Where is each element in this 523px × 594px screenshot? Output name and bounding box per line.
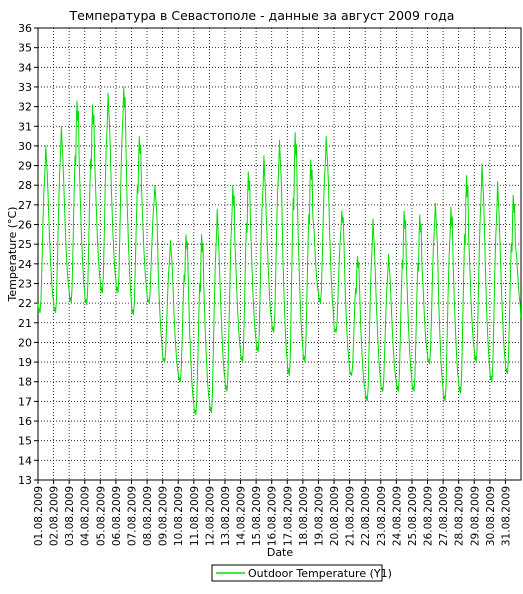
y-tick-label: 34 bbox=[18, 61, 32, 74]
y-tick-label: 24 bbox=[18, 258, 32, 271]
x-tick-label: 27.08.2009 bbox=[438, 486, 450, 546]
y-tick-label: 23 bbox=[18, 277, 32, 290]
x-tick-label: 17.08.2009 bbox=[282, 486, 294, 546]
y-tick-label: 26 bbox=[18, 219, 32, 232]
x-tick-label: 18.08.2009 bbox=[298, 486, 310, 546]
x-tick-label: 09.08.2009 bbox=[158, 486, 170, 546]
y-tick-label: 33 bbox=[18, 81, 32, 94]
x-tick-label: 04.08.2009 bbox=[80, 486, 92, 546]
x-tick-label: 29.08.2009 bbox=[469, 486, 481, 546]
x-tick-label: 13.08.2009 bbox=[220, 486, 232, 546]
x-tick-label: 01.08.2009 bbox=[33, 486, 45, 546]
y-tick-label: 20 bbox=[18, 336, 32, 349]
plot-area bbox=[37, 27, 522, 481]
x-tick-label: 26.08.2009 bbox=[423, 486, 435, 546]
x-tick-label: 28.08.2009 bbox=[454, 486, 466, 546]
x-tick-label: 22.08.2009 bbox=[360, 486, 372, 546]
x-tick-label: 30.08.2009 bbox=[485, 486, 497, 546]
x-tick-label: 06.08.2009 bbox=[111, 486, 123, 546]
y-tick-label: 16 bbox=[18, 415, 32, 428]
y-tick-label: 27 bbox=[18, 199, 32, 212]
y-tick-label: 14 bbox=[18, 454, 32, 467]
x-tick-label: 19.08.2009 bbox=[313, 486, 325, 546]
x-tick-label: 20.08.2009 bbox=[329, 486, 341, 546]
x-tick-label: 21.08.2009 bbox=[345, 486, 357, 546]
legend-box bbox=[211, 564, 383, 582]
y-tick-label: 35 bbox=[18, 42, 32, 55]
y-tick-label: 18 bbox=[18, 376, 32, 389]
y-tick-label: 19 bbox=[18, 356, 32, 369]
x-tick-label: 05.08.2009 bbox=[95, 486, 107, 546]
x-tick-label: 02.08.2009 bbox=[49, 486, 61, 546]
x-tick-label: 10.08.2009 bbox=[173, 486, 185, 546]
chart-title: Температура в Севастополе - данные за ав… bbox=[69, 8, 455, 23]
y-tick-label: 15 bbox=[18, 435, 32, 448]
y-tick-label: 36 bbox=[18, 22, 32, 35]
x-tick-label: 23.08.2009 bbox=[376, 486, 388, 546]
y-axis-label: Temperature (°C) bbox=[6, 207, 19, 303]
series-line-outdoor-temperature bbox=[37, 86, 522, 416]
x-tick-label: 15.08.2009 bbox=[251, 486, 263, 546]
x-tick-label: 31.08.2009 bbox=[500, 486, 512, 546]
x-tick-label: 11.08.2009 bbox=[189, 486, 201, 546]
y-tick-label: 29 bbox=[18, 160, 32, 173]
y-tick-label: 28 bbox=[18, 179, 32, 192]
y-axis-ticks: 13 14 15 16 17 18 19 20 21 22 23 24 25 26 27 28 29 30 31 32… bbox=[18, 22, 38, 487]
y-tick-label: 31 bbox=[18, 120, 32, 133]
y-tick-label: 22 bbox=[18, 297, 32, 310]
x-tick-label: 12.08.2009 bbox=[204, 486, 216, 546]
y-tick-label: 13 bbox=[18, 474, 32, 487]
y-tick-label: 25 bbox=[18, 238, 32, 251]
y-tick-label: 17 bbox=[18, 395, 32, 408]
x-axis-label: Date bbox=[267, 546, 294, 559]
x-tick-label: 16.08.2009 bbox=[267, 486, 279, 546]
legend-label: Outdoor Temperature (Y1) bbox=[248, 567, 392, 580]
grid-lines bbox=[38, 28, 521, 480]
x-tick-label: 25.08.2009 bbox=[407, 486, 419, 546]
x-tick-label: 07.08.2009 bbox=[126, 486, 138, 546]
y-tick-label: 32 bbox=[18, 101, 32, 114]
x-axis-ticks: 01.08.2009 02.08.2009 03.08.2009 04.08.2009… bbox=[33, 480, 512, 546]
y-tick-label: 21 bbox=[18, 317, 32, 330]
x-tick-label: 14.08.2009 bbox=[236, 486, 248, 546]
x-tick-label: 24.08.2009 bbox=[391, 486, 403, 546]
x-tick-label: 08.08.2009 bbox=[142, 486, 154, 546]
x-tick-label: 03.08.2009 bbox=[64, 486, 76, 546]
y-tick-label: 30 bbox=[18, 140, 32, 153]
legend: Outdoor Temperature (Y1) bbox=[211, 564, 392, 582]
